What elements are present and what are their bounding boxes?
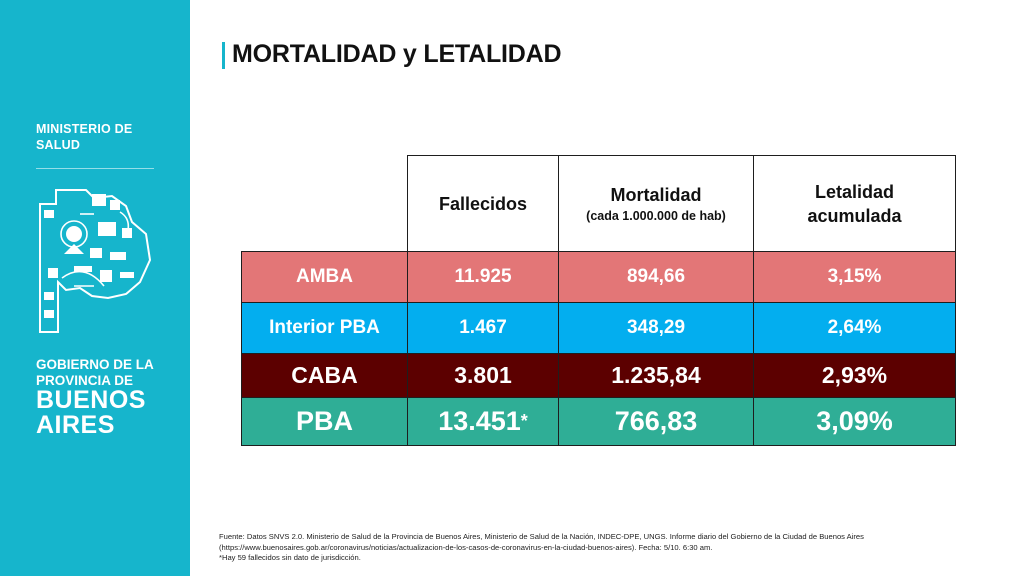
cell-region: Interior PBA <box>241 302 408 354</box>
cell-letalidad: 2,64% <box>753 302 956 354</box>
header-letalidad-line-1: Letalidad <box>814 181 894 202</box>
header-empty-cell <box>242 156 408 252</box>
footnote-line-2: (https://www.buenosaires.gob.ar/coronavi… <box>219 542 713 552</box>
government-label: GOBIERNO DE LA PROVINCIA DE <box>36 357 166 389</box>
government-line-1: GOBIERNO DE LA <box>36 357 154 372</box>
header-mortalidad-sub: (cada 1.000.000 de hab) <box>586 208 726 223</box>
province-name: BUENOS AIRES <box>36 388 186 438</box>
header-letalidad-line-2: acumulada <box>807 205 902 226</box>
header-mortalidad-label: Mortalidad <box>610 184 702 205</box>
sidebar-divider <box>36 168 154 169</box>
cell-fallecidos-value: 13.451 <box>438 406 521 436</box>
title-accent-bar <box>222 42 225 69</box>
cell-fallecidos: 13.451* <box>407 397 559 446</box>
cell-mortalidad: 1.235,84 <box>558 353 754 398</box>
header-mortalidad: Mortalidad (cada 1.000.000 de hab) <box>558 155 754 252</box>
ministry-label: MINISTERIO DE SALUD <box>36 122 133 152</box>
footnote-line-3: *Hay 59 fallecidos sin dato de jurisdicc… <box>219 553 361 562</box>
footnote-line-1: Fuente: Datos SNVS 2.0. Ministerio de Sa… <box>219 532 864 541</box>
source-footnote: Fuente: Datos SNVS 2.0. Ministerio de Sa… <box>219 532 989 564</box>
page-title: MORTALIDAD y LETALIDAD <box>232 40 562 68</box>
mortality-table: Fallecidos Mortalidad (cada 1.000.000 de… <box>241 155 956 446</box>
table-row-caba: CABA 3.801 1.235,84 2,93% <box>241 353 956 398</box>
cell-region: PBA <box>241 397 408 446</box>
cell-mortalidad: 766,83 <box>558 397 754 446</box>
cell-letalidad: 2,93% <box>753 353 956 398</box>
table-header-row: Fallecidos Mortalidad (cada 1.000.000 de… <box>242 155 956 252</box>
province-name-line-1: BUENOS <box>36 386 146 414</box>
province-name-line-2: AIRES <box>36 411 115 439</box>
cell-fallecidos: 11.925 <box>407 251 559 303</box>
header-fallecidos: Fallecidos <box>407 155 559 252</box>
table-row-interior-pba: Interior PBA 1.467 348,29 2,64% <box>241 302 956 354</box>
table-row-amba: AMBA 11.925 894,66 3,15% <box>241 251 956 303</box>
cell-letalidad: 3,09% <box>753 397 956 446</box>
province-emblem-icon <box>39 189 152 333</box>
table-row-pba: PBA 13.451* 766,83 3,09% <box>241 397 956 446</box>
cell-region: CABA <box>241 353 408 398</box>
cell-fallecidos: 1.467 <box>407 302 559 354</box>
cell-fallecidos: 3.801 <box>407 353 559 398</box>
cell-region: AMBA <box>241 251 408 303</box>
cell-mortalidad: 348,29 <box>558 302 754 354</box>
cell-mortalidad: 894,66 <box>558 251 754 303</box>
footnote-asterisk: * <box>520 411 528 431</box>
header-letalidad: Letalidad acumulada <box>753 155 956 252</box>
government-line-2: PROVINCIA DE <box>36 373 134 388</box>
cell-letalidad: 3,15% <box>753 251 956 303</box>
sidebar: MINISTERIO DE SALUD <box>0 0 190 576</box>
